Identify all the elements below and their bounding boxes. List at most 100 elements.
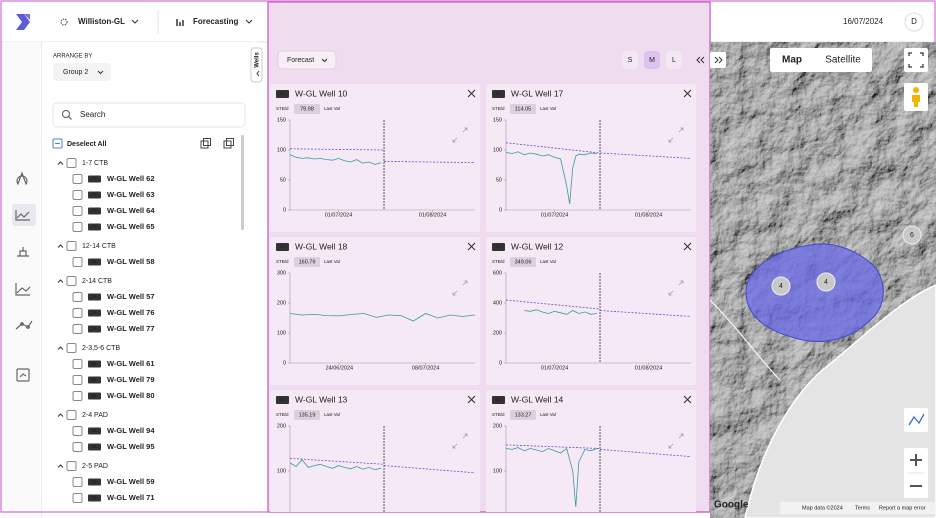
nav-icon[interactable] xyxy=(15,283,31,296)
copy-button[interactable] xyxy=(200,138,211,149)
close-button[interactable] xyxy=(467,242,476,251)
well-row[interactable]: GL W-GL Well 71 xyxy=(72,493,155,503)
checkbox[interactable] xyxy=(72,391,83,401)
group-row[interactable]: 2-5 PAD xyxy=(57,461,108,471)
street-view[interactable] xyxy=(904,83,928,111)
deselect-all[interactable]: Deselect All xyxy=(52,138,106,149)
paste-button[interactable] xyxy=(223,138,234,149)
user-avatar[interactable]: D xyxy=(904,12,924,32)
checkbox[interactable] xyxy=(72,359,83,369)
logo[interactable] xyxy=(16,14,30,30)
well-row[interactable]: GL W-GL Well 58 xyxy=(72,257,155,267)
collapse-button[interactable] xyxy=(696,56,705,64)
badge-bg xyxy=(88,376,101,384)
close-button[interactable] xyxy=(683,89,692,98)
well-card[interactable]: GL W-GL Well 12 STB/d 349.06 Last Val 0 200 400… xyxy=(486,237,696,385)
nav-icon[interactable] xyxy=(16,171,28,186)
fit-line xyxy=(505,299,601,310)
project-selector[interactable]: Williston-GL xyxy=(60,17,139,26)
size-button[interactable]: M xyxy=(644,51,660,69)
checkbox[interactable] xyxy=(66,276,77,286)
user-initial: D xyxy=(911,17,917,26)
wells-tab[interactable]: Wells xyxy=(250,47,263,83)
well-row[interactable]: GL W-GL Well 65 xyxy=(72,222,155,232)
expand-button[interactable] xyxy=(452,280,468,296)
checkbox[interactable] xyxy=(72,308,83,318)
group-row[interactable]: 1-7 CTB xyxy=(57,158,108,168)
cluster-marker[interactable]: 4 xyxy=(771,276,791,296)
well-row[interactable]: GL W-GL Well 64 xyxy=(72,206,155,216)
checkbox[interactable] xyxy=(72,375,83,385)
cluster-marker[interactable]: 6 xyxy=(902,225,922,245)
well-card[interactable]: GL W-GL Well 10 STB/d 79.98 Last Val 0 50 100 15… xyxy=(270,84,480,232)
checkbox[interactable] xyxy=(72,477,83,487)
size-button[interactable]: L xyxy=(666,51,682,69)
group-row[interactable]: 2-14 CTB xyxy=(57,276,112,286)
map[interactable] xyxy=(710,42,936,518)
well-row[interactable]: GL W-GL Well 59 xyxy=(72,477,155,487)
checkbox[interactable] xyxy=(66,241,77,251)
checkbox[interactable] xyxy=(66,410,77,420)
group-row[interactable]: 12-14 CTB xyxy=(57,241,116,251)
well-polygon[interactable] xyxy=(745,243,884,342)
nav-icon[interactable] xyxy=(17,247,29,257)
well-row[interactable]: GL W-GL Well 61 xyxy=(72,359,155,369)
group-row[interactable]: 2-4 PAD xyxy=(57,410,108,420)
well-row[interactable]: GL W-GL Well 79 xyxy=(72,375,155,385)
well-card[interactable]: GL W-GL Well 17 STB/d 114.05 Last Val 0 50 100 1… xyxy=(486,84,696,232)
checkbox[interactable] xyxy=(66,461,77,471)
well-row[interactable]: GL W-GL Well 95 xyxy=(72,442,155,452)
expand-button[interactable] xyxy=(668,433,684,449)
close-button[interactable] xyxy=(467,395,476,404)
well-card[interactable]: GL W-GL Well 14 STB/d 133.27 Last Val 0 100 200… xyxy=(486,390,696,518)
well-row[interactable]: GL W-GL Well 80 xyxy=(72,391,155,401)
well-card[interactable]: GL W-GL Well 18 STB/d 160.79 Last Val 0 100 200… xyxy=(270,237,480,385)
expand-button[interactable] xyxy=(452,433,468,449)
map-type[interactable]: Map xyxy=(782,55,802,66)
checkbox[interactable] xyxy=(66,343,77,353)
zoom-control[interactable] xyxy=(904,448,928,498)
x-tick-label: 01/08/2024 xyxy=(419,212,447,218)
checkbox[interactable] xyxy=(72,174,83,184)
expand-button[interactable] xyxy=(668,280,684,296)
well-row[interactable]: GL W-GL Well 77 xyxy=(72,324,155,334)
close-button[interactable] xyxy=(467,89,476,98)
checkbox[interactable] xyxy=(72,442,83,452)
close-button[interactable] xyxy=(683,395,692,404)
unit: STB/d xyxy=(492,412,505,417)
checkbox[interactable] xyxy=(66,158,77,168)
checkbox[interactable] xyxy=(72,292,83,302)
checkbox[interactable] xyxy=(72,190,83,200)
group-row[interactable]: 2-3,5-6 CTB xyxy=(57,343,120,353)
module-selector[interactable]: Forecasting xyxy=(176,17,253,26)
well-card[interactable]: GL W-GL Well 13 STB/d 135.19 Last Val 0 100 200… xyxy=(270,390,480,518)
well-row[interactable]: GL W-GL Well 62 xyxy=(72,174,155,184)
well-row[interactable]: GL W-GL Well 94 xyxy=(72,426,155,436)
checkbox[interactable] xyxy=(72,493,83,503)
size-button[interactable]: S xyxy=(622,51,638,69)
close-button[interactable] xyxy=(683,242,692,251)
checkbox[interactable] xyxy=(72,206,83,216)
checkbox[interactable] xyxy=(72,324,83,334)
map-type[interactable]: Satellite xyxy=(825,55,861,66)
cluster-marker[interactable]: 4 xyxy=(816,272,836,292)
well-row[interactable]: GL W-GL Well 76 xyxy=(72,308,155,318)
arrange-dropdown[interactable]: Group 2 xyxy=(53,63,111,81)
y-tick-label: 600 xyxy=(493,270,502,276)
mode-dropdown[interactable]: Forecast xyxy=(277,50,337,70)
expand-button[interactable] xyxy=(710,52,726,68)
map-terms[interactable]: Terms xyxy=(855,505,870,511)
nav-icon[interactable] xyxy=(15,210,30,221)
search-box[interactable]: Search xyxy=(52,102,246,128)
nav-icon[interactable] xyxy=(16,368,30,382)
checkbox[interactable] xyxy=(72,222,83,232)
fullscreen-button[interactable] xyxy=(904,48,928,72)
expand-button[interactable] xyxy=(668,127,684,143)
draw-tool[interactable] xyxy=(904,408,928,432)
map-report[interactable]: Report a map error xyxy=(879,505,926,511)
checkbox[interactable] xyxy=(72,257,83,267)
well-row[interactable]: GL W-GL Well 57 xyxy=(72,292,155,302)
well-row[interactable]: GL W-GL Well 63 xyxy=(72,190,155,200)
expand-button[interactable] xyxy=(452,127,468,143)
checkbox[interactable] xyxy=(72,426,83,436)
